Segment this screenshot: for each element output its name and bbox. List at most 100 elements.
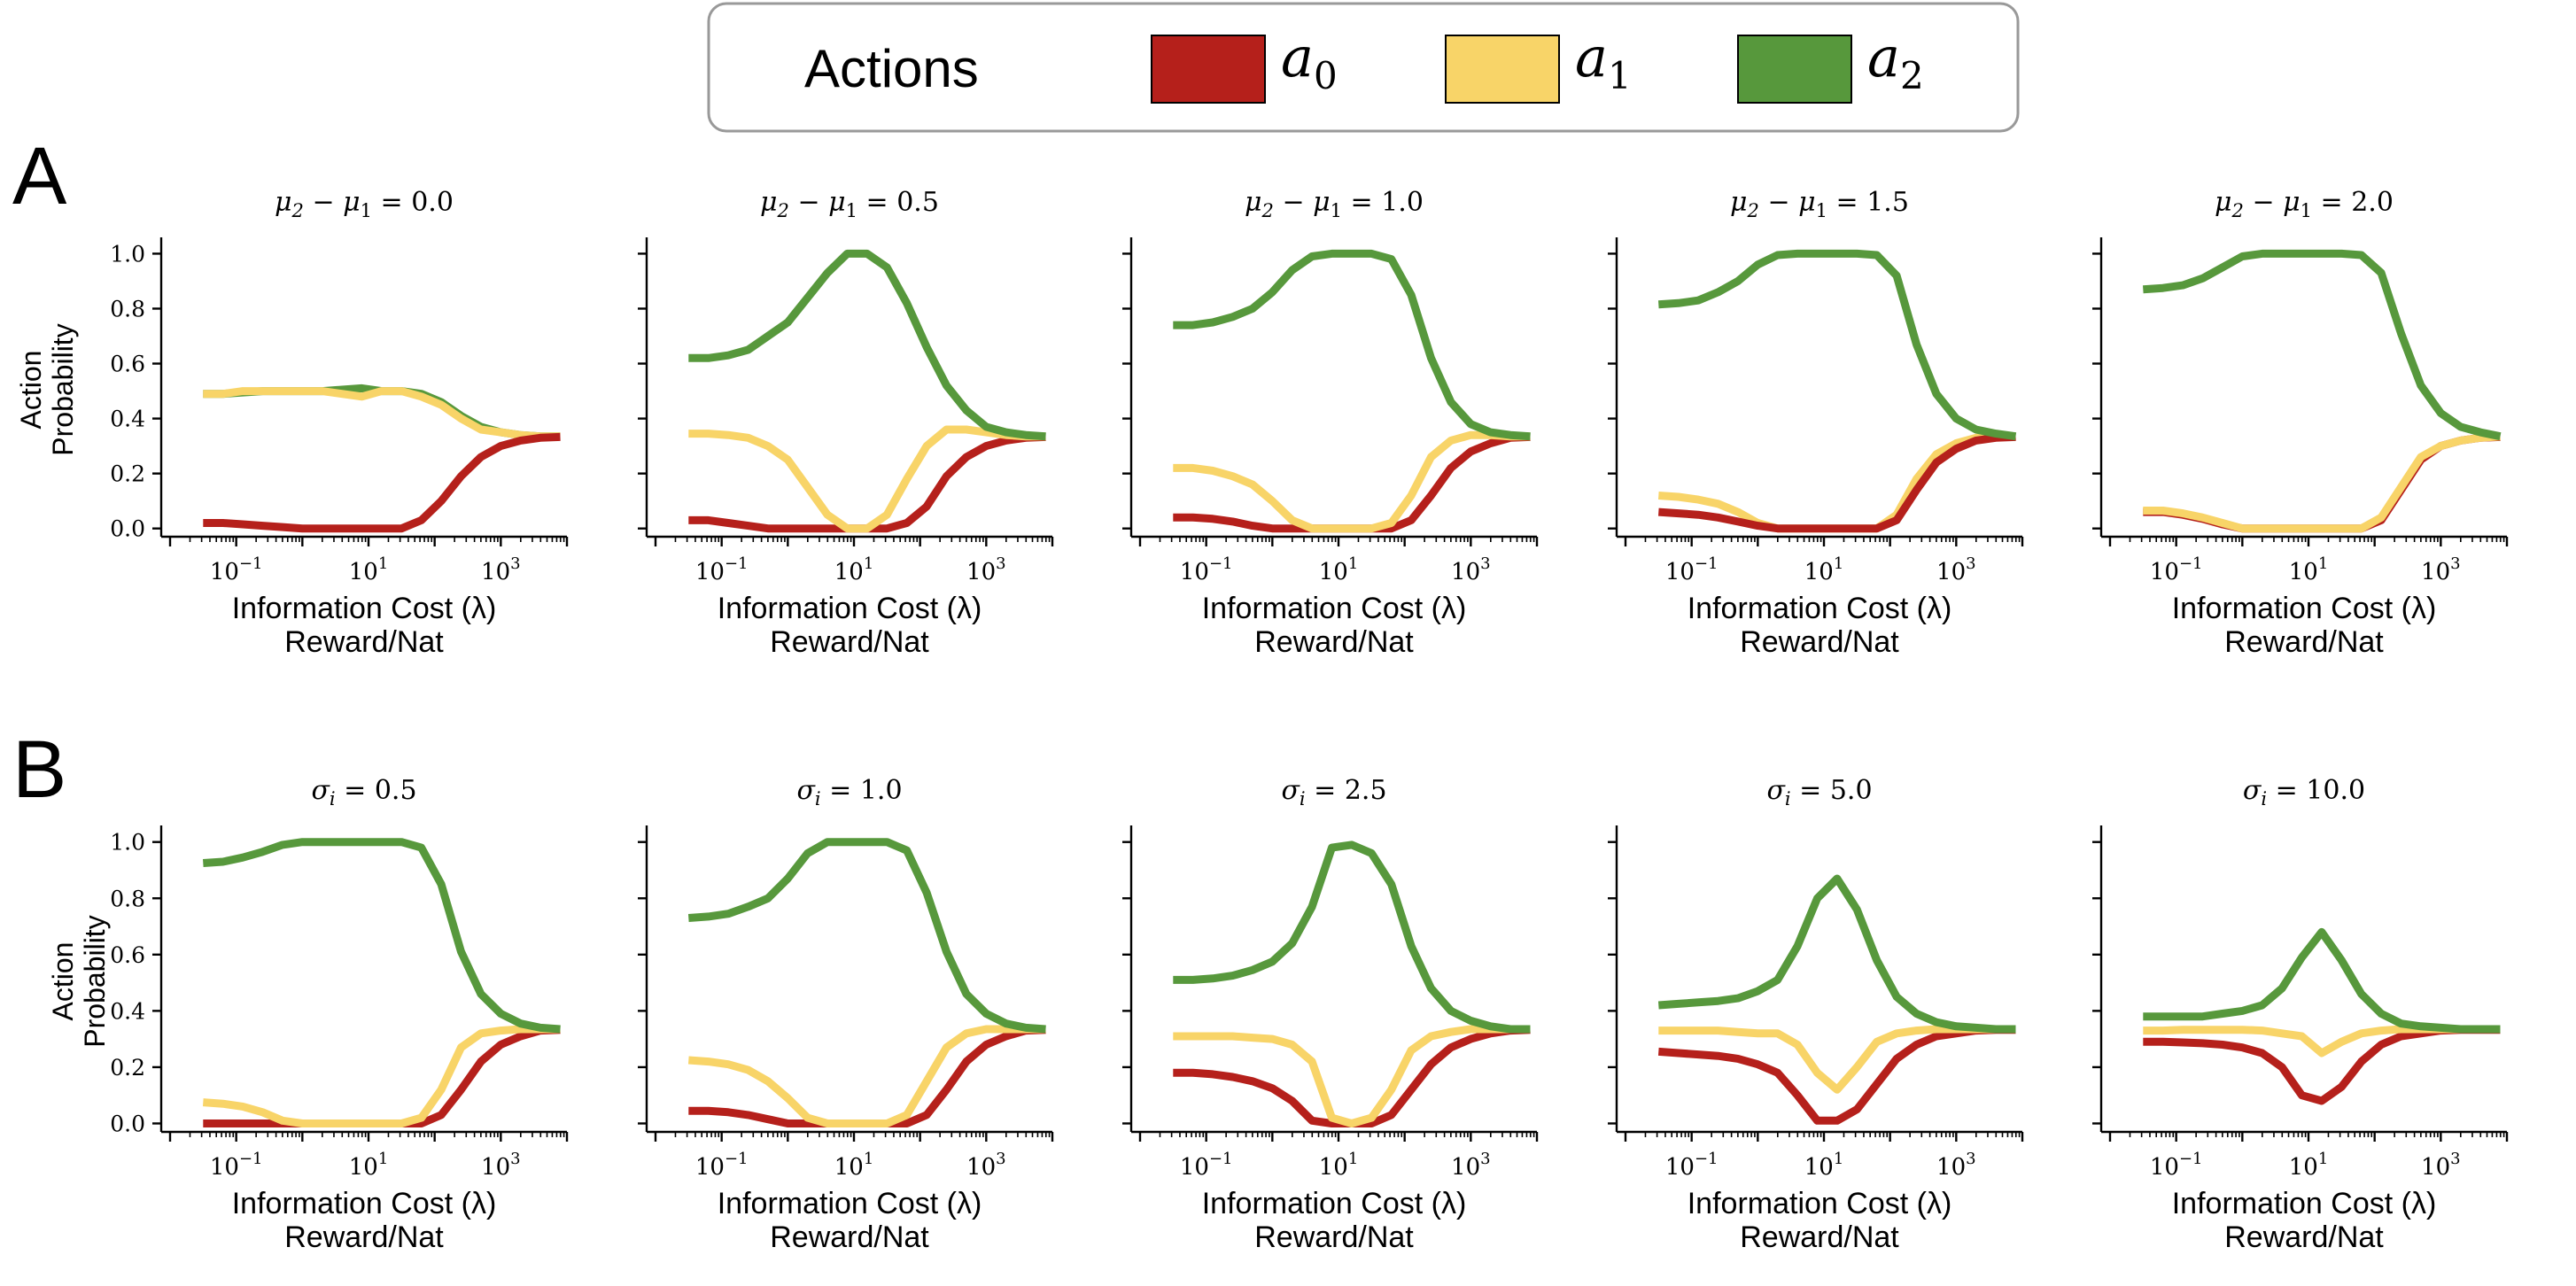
y-tick-label: 0.8 bbox=[110, 886, 145, 911]
series-line-a2 bbox=[1173, 249, 1531, 441]
x-axis-label: Information Cost (λ) bbox=[232, 592, 497, 625]
panel-9: 10−1 101 103 σi = 5.0 Information Cost (λ)Re… bbox=[1608, 775, 2024, 1254]
x-tick-label: 103 bbox=[1936, 1150, 1976, 1181]
x-tick-label: 10−1 bbox=[210, 1150, 263, 1181]
legend-swatch-a0 bbox=[1151, 35, 1266, 104]
x-tick-label: 10−1 bbox=[1665, 554, 1719, 585]
x-tick-label: 103 bbox=[2421, 1150, 2461, 1181]
x-tick-label: 10−1 bbox=[695, 554, 749, 585]
panel-8: 10−1 101 103 σi = 2.5 Information Cost (λ)Re… bbox=[1122, 775, 1539, 1254]
row-label-a: A bbox=[12, 131, 67, 221]
series-line-a0 bbox=[1657, 1026, 2016, 1125]
x-tick-label: 103 bbox=[481, 1150, 521, 1181]
panel-title: σi = 0.5 bbox=[311, 775, 416, 810]
x-tick-label: 101 bbox=[1804, 554, 1844, 585]
x-axis-label: Information Cost (λ) bbox=[718, 592, 982, 625]
series-line-a1 bbox=[688, 425, 1046, 533]
panel-title: σi = 1.0 bbox=[796, 775, 902, 810]
x-axis-label-units: Reward/Nat bbox=[284, 625, 444, 659]
panel-title: μ2 − μ1 = 1.5 bbox=[1730, 187, 1909, 221]
series-line-a2 bbox=[2143, 927, 2501, 1034]
series-line-a2 bbox=[1657, 249, 2017, 441]
x-axis-label: Information Cost (λ) bbox=[1202, 592, 1467, 625]
panel-title: μ2 − μ1 = 2.0 bbox=[2215, 187, 2394, 221]
x-tick-label: 10−1 bbox=[1180, 1150, 1233, 1181]
panel-10: 10−1 101 103 σi = 10.0 Information Cost (λ)R… bbox=[2092, 775, 2509, 1254]
x-tick-label: 103 bbox=[481, 554, 521, 585]
panel-5: 10−1 101 103 μ2 − μ1 = 2.0 Information Cost … bbox=[2092, 187, 2509, 659]
panel-2: 10−1 101 103 μ2 − μ1 = 0.5 Information Cost … bbox=[638, 187, 1054, 659]
x-tick-label: 103 bbox=[1936, 554, 1976, 585]
series-line-a1 bbox=[203, 387, 561, 441]
x-tick-label: 103 bbox=[1451, 1150, 1491, 1181]
x-axis-label: Information Cost (λ) bbox=[232, 1187, 497, 1220]
x-axis-label: Information Cost (λ) bbox=[718, 1187, 982, 1220]
series-line-a0 bbox=[688, 1026, 1046, 1127]
y-tick-label: 1.0 bbox=[110, 241, 145, 267]
x-axis-label-units: Reward/Nat bbox=[1254, 625, 1414, 659]
x-axis-label-units: Reward/Nat bbox=[1254, 1220, 1414, 1254]
x-tick-label: 10−1 bbox=[1665, 1150, 1719, 1181]
x-tick-label: 101 bbox=[834, 1150, 874, 1181]
x-tick-label: 101 bbox=[349, 1150, 389, 1181]
y-axis-label-units: Probability bbox=[79, 915, 111, 1047]
x-tick-label: 101 bbox=[2289, 554, 2329, 585]
x-axis-label: Information Cost (λ) bbox=[1202, 1187, 1467, 1220]
y-tick-label: 0.2 bbox=[110, 1055, 145, 1081]
series-line-a0 bbox=[2143, 1026, 2501, 1105]
x-axis-label-units: Reward/Nat bbox=[2224, 1220, 2384, 1254]
panel-3: 10−1 101 103 μ2 − μ1 = 1.0 Information Cost … bbox=[1122, 187, 1539, 659]
panel-6: 0.0 0.2 0.4 0.6 0.8 1.0 10−1 101 103 σi = 0.5 Info… bbox=[47, 775, 569, 1254]
series-line-a1 bbox=[202, 1025, 561, 1127]
panel-title: σi = 5.0 bbox=[1766, 775, 1872, 810]
panel-title: σi = 10.0 bbox=[2243, 775, 2365, 810]
panel-1: 0.0 0.2 0.4 0.6 0.8 1.0 10−1 101 103 μ2 − μ1 = 0.… bbox=[15, 187, 569, 659]
x-axis-label-units: Reward/Nat bbox=[284, 1220, 444, 1254]
x-tick-label: 101 bbox=[1319, 554, 1359, 585]
y-axis-label: Action bbox=[15, 351, 47, 430]
series-line-a2 bbox=[1657, 874, 2016, 1034]
series-line-a0 bbox=[688, 432, 1046, 533]
y-tick-label: 1.0 bbox=[110, 830, 145, 856]
y-axis-label-units: Probability bbox=[47, 323, 79, 455]
y-tick-label: 0.8 bbox=[110, 296, 145, 322]
x-tick-label: 10−1 bbox=[1180, 554, 1233, 585]
series-line-a0 bbox=[203, 432, 561, 533]
x-tick-label: 103 bbox=[2421, 554, 2461, 585]
x-axis-label-units: Reward/Nat bbox=[1740, 1220, 1899, 1254]
series-line-a1 bbox=[1173, 1025, 1531, 1127]
x-tick-label: 10−1 bbox=[2150, 554, 2203, 585]
x-axis-label: Information Cost (λ) bbox=[2172, 592, 2437, 625]
legend: Actions a0 a1 a2 bbox=[707, 2, 2020, 133]
x-axis-label-units: Reward/Nat bbox=[1740, 625, 1899, 659]
y-tick-label: 0.0 bbox=[110, 1111, 145, 1136]
series-line-a0 bbox=[1173, 1026, 1531, 1127]
series-line-a2 bbox=[202, 838, 561, 1034]
x-tick-label: 103 bbox=[966, 1150, 1006, 1181]
series-line-a2 bbox=[687, 838, 1046, 1034]
legend-frame bbox=[707, 2, 2020, 133]
x-tick-label: 101 bbox=[349, 554, 389, 585]
series-line-a0 bbox=[1657, 432, 2016, 533]
y-tick-label: 0.4 bbox=[110, 407, 145, 432]
series-line-a2 bbox=[688, 249, 1046, 441]
x-axis-label: Information Cost (λ) bbox=[1688, 592, 1952, 625]
x-axis-label: Information Cost (λ) bbox=[2172, 1187, 2437, 1220]
series-line-a1 bbox=[687, 1025, 1046, 1127]
y-tick-label: 0.4 bbox=[110, 998, 145, 1024]
y-tick-label: 0.6 bbox=[110, 942, 145, 968]
series-line-a0 bbox=[1173, 432, 1531, 533]
x-tick-label: 101 bbox=[2289, 1150, 2329, 1181]
x-axis-label-units: Reward/Nat bbox=[770, 1220, 929, 1254]
row-label-b: B bbox=[12, 724, 66, 815]
panel-title: σi = 2.5 bbox=[1281, 775, 1386, 810]
x-tick-label: 101 bbox=[834, 554, 874, 585]
x-axis-label-units: Reward/Nat bbox=[770, 625, 929, 659]
x-tick-label: 101 bbox=[1804, 1150, 1844, 1181]
x-axis-label: Information Cost (λ) bbox=[1688, 1187, 1952, 1220]
panel-title: μ2 − μ1 = 0.5 bbox=[760, 187, 939, 221]
y-tick-label: 0.2 bbox=[110, 461, 145, 487]
x-tick-label: 103 bbox=[1451, 554, 1491, 585]
panel-4: 10−1 101 103 μ2 − μ1 = 1.5 Information Cost … bbox=[1608, 187, 2024, 659]
